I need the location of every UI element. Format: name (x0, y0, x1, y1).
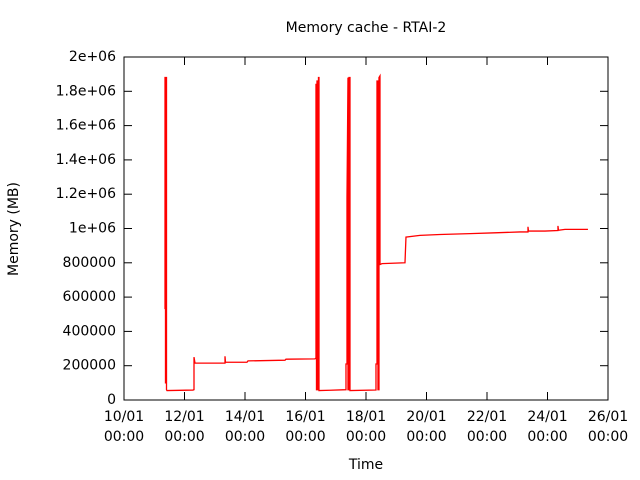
y-tick-label: 400000 (63, 323, 116, 339)
x-tick-label: 26/01 00:00 (587, 409, 629, 445)
y-tick-label: 1.8e+06 (56, 83, 117, 99)
x-tick-label: 10/01 00:00 (103, 409, 145, 445)
x-tick-label: 20/01 00:00 (406, 409, 447, 445)
x-tick-label: 18/01 00:00 (345, 409, 387, 445)
x-tick-label: 22/01 00:00 (466, 409, 508, 445)
y-tick-label: 1.6e+06 (56, 118, 117, 134)
x-tick-label: 24/01 00:00 (527, 409, 568, 445)
x-tick-label: 14/01 00:00 (224, 409, 266, 445)
x-axis-label: Time (348, 457, 383, 473)
y-tick-label: 800000 (63, 255, 116, 271)
y-tick-label: 1.2e+06 (56, 186, 117, 202)
y-tick-label: 600000 (63, 289, 116, 305)
y-tick-label: 1.4e+06 (56, 152, 117, 168)
x-tick-label: 12/01 00:00 (164, 409, 205, 445)
y-tick-label: 200000 (63, 358, 116, 374)
data-line (164, 73, 588, 392)
plot-frame (123, 56, 609, 401)
y-tick-label: 0 (107, 392, 116, 408)
x-tick-label: 16/01 00:00 (285, 409, 326, 445)
y-tick-label: 1e+06 (69, 221, 116, 237)
chart-title: Memory cache - RTAI-2 (286, 20, 447, 36)
y-axis-label: Memory (MB) (6, 182, 22, 276)
y-tick-label: 2e+06 (69, 49, 116, 65)
